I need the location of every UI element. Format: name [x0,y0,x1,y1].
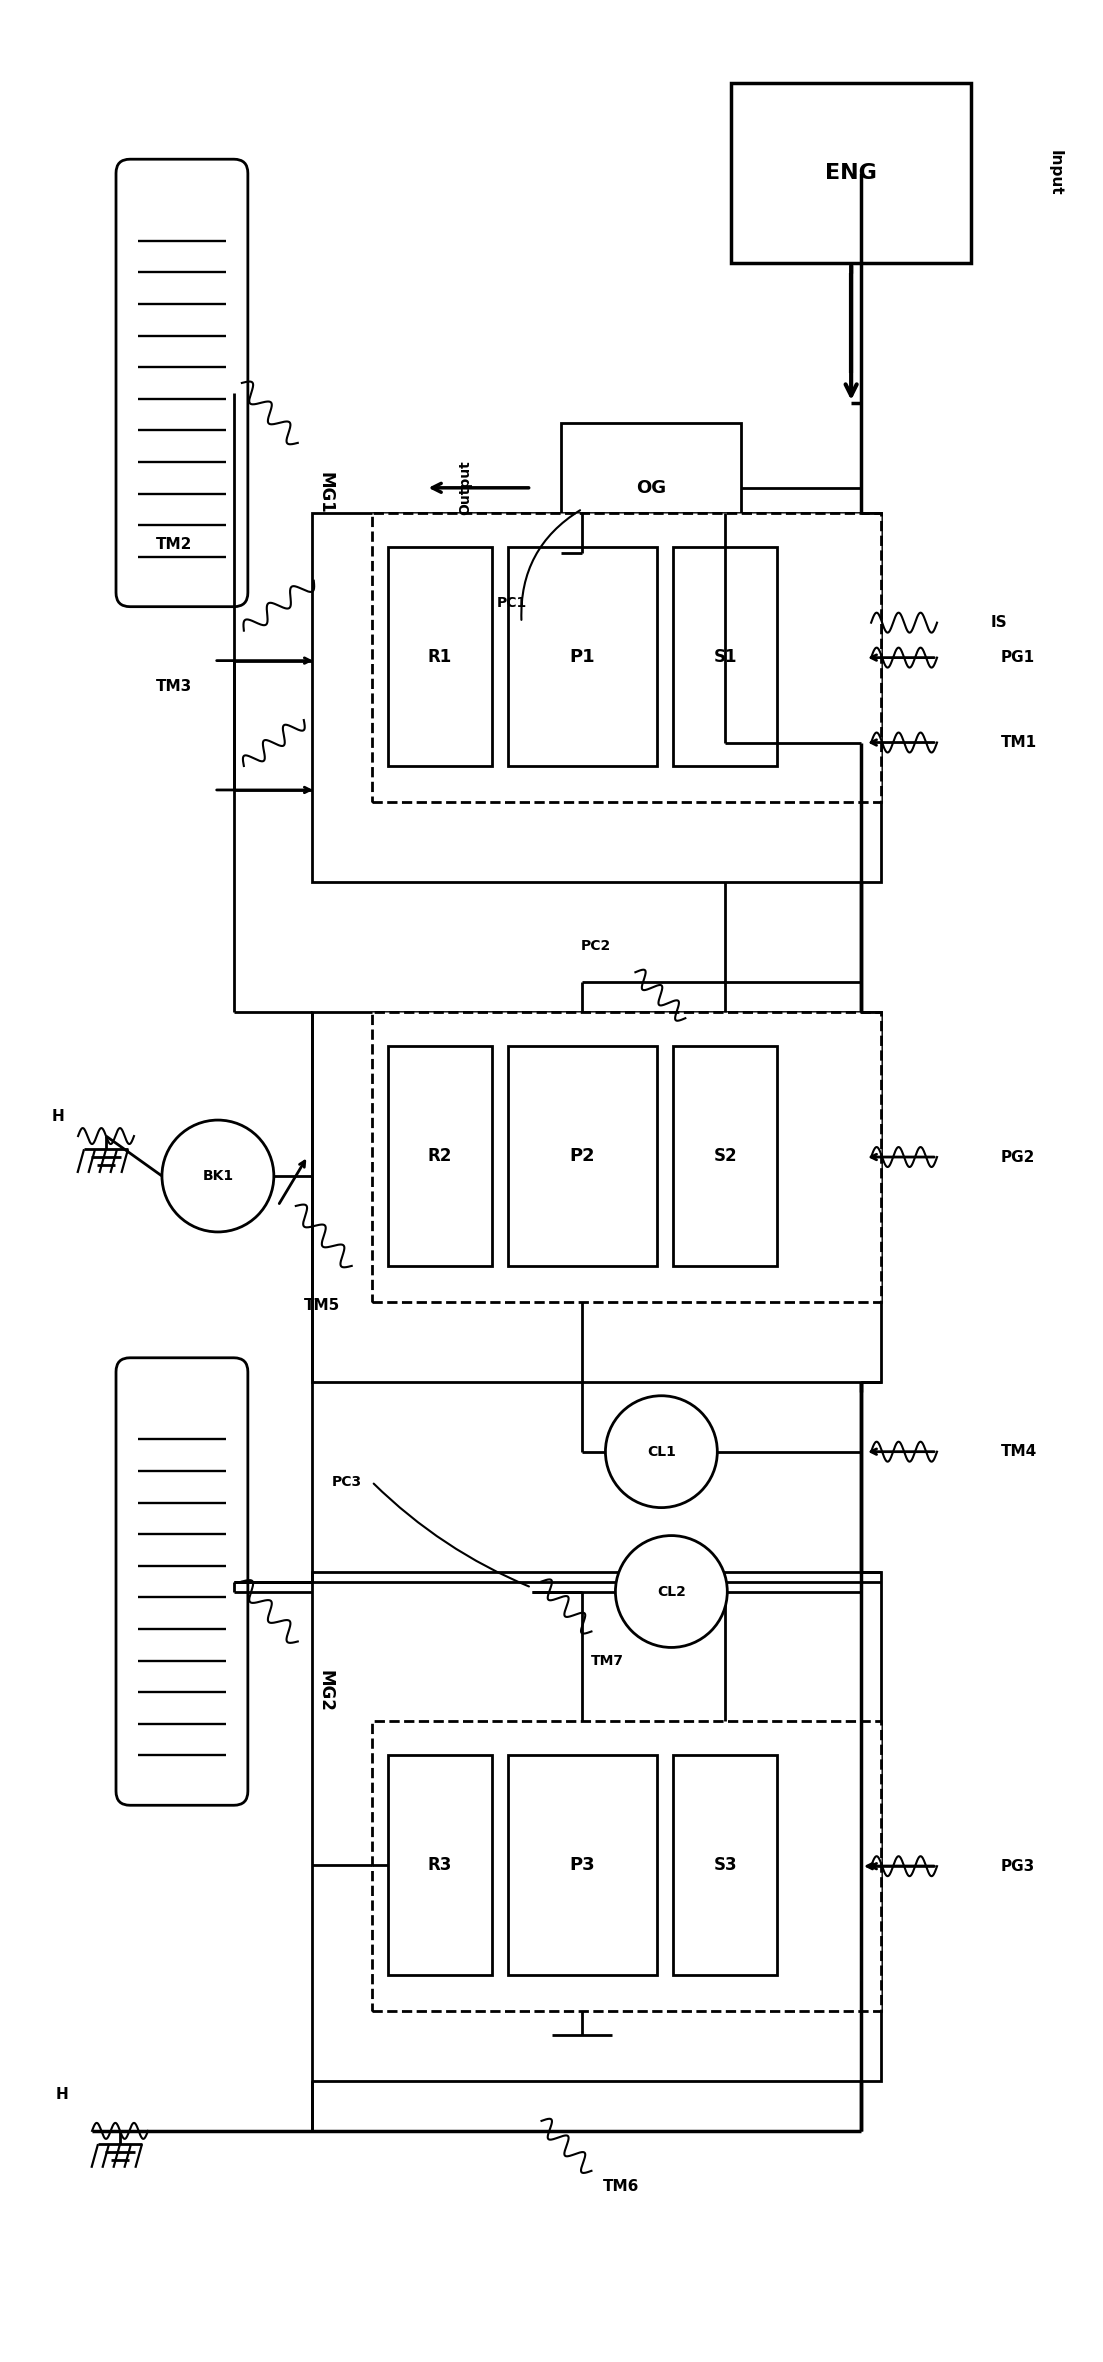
Text: PC3: PC3 [332,1474,362,1488]
Text: BK1: BK1 [202,1169,234,1183]
Text: P2: P2 [569,1148,596,1164]
Text: R3: R3 [428,1857,452,1873]
Bar [507,1046,657,1266]
Text: CL1: CL1 [647,1446,676,1460]
FancyBboxPatch shape [116,158,248,607]
Text: OG: OG [636,479,666,496]
Text: S3: S3 [714,1857,737,1873]
Text: S2: S2 [714,1148,737,1164]
Bar [561,423,741,553]
Text: TM1: TM1 [1000,735,1037,751]
Circle shape [615,1535,727,1646]
Bar [731,83,971,262]
Bar [673,1046,778,1266]
Text: TM5: TM5 [303,1299,340,1313]
Text: PG1: PG1 [1000,650,1035,666]
Circle shape [162,1120,274,1233]
Bar [507,1755,657,1975]
Text: H: H [52,1108,64,1124]
Text: IS: IS [990,614,1008,631]
Text: PG2: PG2 [1000,1150,1036,1164]
Text: CL2: CL2 [657,1585,686,1599]
FancyBboxPatch shape [116,1358,248,1805]
Text: TM6: TM6 [603,2180,640,2194]
Text: PC2: PC2 [580,940,611,954]
Bar [387,546,492,768]
Text: Output: Output [459,461,472,515]
Text: R1: R1 [428,647,452,666]
Text: TM2: TM2 [156,536,192,553]
Text: ENG: ENG [825,163,877,184]
Bar [673,546,778,768]
Bar [387,1046,492,1266]
Text: MG2: MG2 [317,1670,335,1712]
Text: H: H [55,2088,68,2102]
Text: P3: P3 [569,1857,596,1873]
Bar [312,1571,881,2081]
Bar [372,1722,881,2010]
Text: TM4: TM4 [1000,1443,1037,1460]
Bar [312,1013,881,1382]
Text: R2: R2 [428,1148,452,1164]
Text: MG1: MG1 [317,472,335,513]
Text: P1: P1 [569,647,596,666]
Text: TM3: TM3 [156,678,192,694]
Text: S1: S1 [714,647,737,666]
Circle shape [606,1396,717,1507]
Bar [673,1755,778,1975]
Bar [507,546,657,768]
Text: PG3: PG3 [1000,1859,1036,1873]
Text: TM7: TM7 [591,1653,624,1668]
Text: PC1: PC1 [496,595,526,609]
Bar [312,513,881,883]
Bar [387,1755,492,1975]
Bar [372,1013,881,1301]
Text: Input: Input [1048,151,1062,196]
Bar [372,513,881,803]
